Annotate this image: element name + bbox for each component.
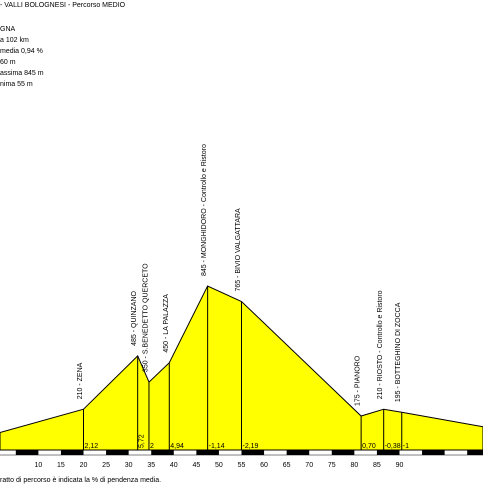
info-length: a 102 km: [0, 37, 29, 44]
axis-bar-segment: [15, 450, 39, 455]
x-tick-label: 30: [125, 462, 133, 469]
axis-bar-segment: [106, 450, 129, 455]
gradient-label: -2,19: [243, 443, 259, 450]
axis-bar-segment: [376, 450, 400, 455]
x-tick-label: 70: [305, 462, 313, 469]
axis-bar-segment: [286, 450, 310, 455]
gradient-label: -0,38: [385, 443, 401, 450]
waypoint-label: 765 - BIVIO VALGATTARA: [235, 208, 242, 292]
gradient-label: 0,70: [362, 443, 376, 450]
x-tick-label: 75: [328, 462, 336, 469]
waypoint-label: 350 - S.BENEDETTO QUERCETO: [142, 263, 149, 372]
waypoint-label: 845 - MONGHIDORO - Controllo e Ristoro: [201, 144, 208, 276]
gradient-label: 2: [150, 443, 154, 450]
x-tick-label: 25: [102, 462, 110, 469]
waypoint-label: 485 - QUINZANO: [131, 290, 138, 345]
gradient-label: 5,72: [139, 434, 146, 448]
x-tick-label: 40: [170, 462, 178, 469]
axis-bar-segment: [467, 450, 483, 455]
gradient-label: 4,94: [170, 443, 184, 450]
x-tick-label: 65: [283, 462, 291, 469]
info-region: GNA: [0, 26, 16, 33]
waypoint-label: 210 - ZENA: [77, 362, 84, 399]
route-info: GNA a 102 km media 0,94 % 60 m assima 84…: [0, 24, 44, 90]
axis-bar-segment: [151, 450, 174, 455]
axis-bar-segment: [60, 450, 84, 455]
x-tick-label: 45: [192, 462, 200, 469]
x-tick-label: 90: [396, 462, 404, 469]
info-elevation-gain: 60 m: [0, 59, 16, 66]
x-tick-label: 60: [260, 462, 268, 469]
x-tick-label: 20: [80, 462, 88, 469]
waypoint-label: 450 - LA PALAZZA: [163, 294, 170, 353]
axis-bar-segment: [331, 450, 355, 455]
x-tick-label: 50: [215, 462, 223, 469]
axis-bar-segment: [196, 450, 219, 455]
info-min-altitude: nima 55 m: [0, 81, 33, 88]
x-tick-label: 10: [34, 462, 42, 469]
waypoint-label: 175 - PIANORO: [355, 355, 362, 406]
footnote: ratto di percorso è indicata la % di pen…: [0, 477, 162, 484]
gradient-label: 2,12: [85, 443, 99, 450]
waypoint-label: 210 - RIOSTO - Controllo e Ristoro: [377, 290, 384, 399]
x-tick-label: 55: [238, 462, 246, 469]
x-tick-label: 15: [57, 462, 65, 469]
info-avg-gradient: media 0,94 %: [0, 48, 43, 55]
chart-title: - VALLI BOLOGNESI - Percorso MEDIO: [0, 2, 126, 9]
axis-bar-segment: [422, 450, 445, 455]
waypoint-label: 195 - BOTTEGHINO DI ZOCCA: [395, 302, 402, 402]
info-max-altitude: assima 845 m: [0, 70, 44, 77]
x-tick-label: 85: [373, 462, 381, 469]
axis-bar-segment: [241, 450, 265, 455]
gradient-label: -1: [403, 443, 409, 450]
gradient-label: -1,14: [209, 443, 225, 450]
x-tick-label: 80: [350, 462, 358, 469]
x-tick-label: 35: [147, 462, 155, 469]
